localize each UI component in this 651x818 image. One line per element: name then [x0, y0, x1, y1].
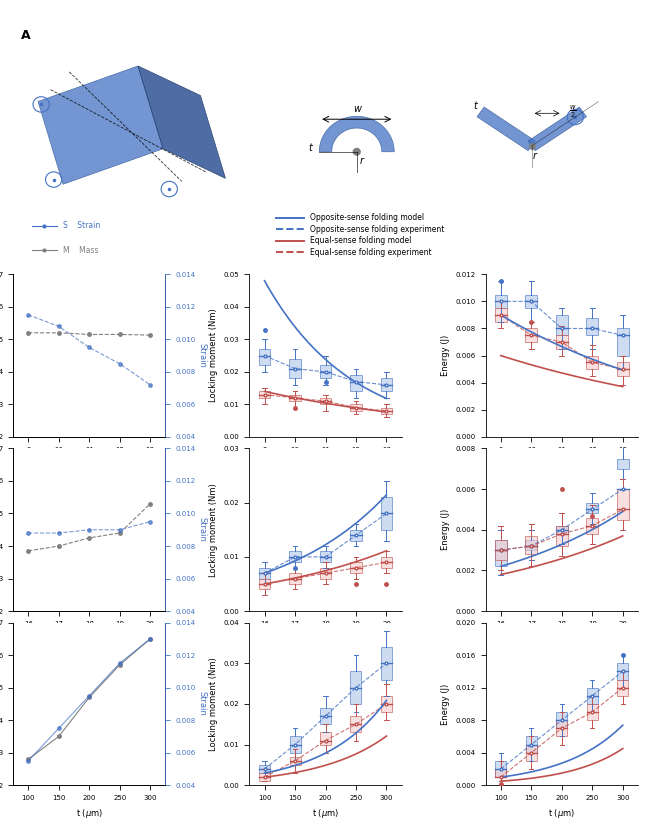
Text: t: t [473, 101, 477, 111]
Polygon shape [319, 116, 395, 152]
Bar [587, 704, 598, 720]
Bar [556, 315, 568, 335]
Text: r: r [360, 155, 364, 165]
Bar [258, 568, 270, 578]
Bar [350, 375, 362, 391]
Bar [495, 769, 506, 777]
Bar [381, 557, 393, 568]
Text: w: w [353, 104, 361, 114]
Bar [350, 530, 362, 541]
Bar [381, 647, 392, 680]
Bar [556, 712, 567, 728]
Bar [350, 404, 362, 411]
Bar [526, 736, 537, 753]
Bar [320, 568, 331, 578]
Bar [289, 359, 301, 379]
X-axis label: t ($\mu$m): t ($\mu$m) [548, 807, 575, 818]
Bar [587, 503, 598, 514]
Bar [617, 459, 628, 469]
Bar [320, 398, 331, 404]
Y-axis label: Energy (J): Energy (J) [441, 683, 450, 725]
X-axis label: w (mm): w (mm) [73, 632, 105, 641]
Bar [259, 773, 270, 781]
Bar [556, 526, 568, 546]
Polygon shape [477, 107, 535, 151]
Bar [617, 489, 628, 519]
Bar [587, 688, 598, 704]
Bar [350, 672, 361, 704]
X-axis label: w (mm): w (mm) [309, 632, 342, 641]
Bar [289, 394, 301, 401]
X-axis label: r (mm): r (mm) [547, 458, 576, 467]
Bar [381, 379, 393, 391]
Y-axis label: Locking moment (Nm): Locking moment (Nm) [209, 657, 218, 751]
Bar [495, 308, 506, 321]
Bar [381, 407, 393, 414]
X-axis label: w (mm): w (mm) [546, 632, 578, 641]
Bar [526, 744, 537, 761]
Text: S    Strain: S Strain [63, 222, 100, 231]
Bar [556, 720, 567, 736]
Bar [525, 329, 537, 342]
Y-axis label: Strain: Strain [197, 344, 206, 368]
Bar [495, 761, 506, 777]
Bar [587, 518, 598, 534]
Polygon shape [38, 66, 163, 184]
Bar [350, 716, 361, 732]
Y-axis label: Locking moment (Nm): Locking moment (Nm) [209, 483, 218, 577]
Bar [320, 708, 331, 724]
Text: t: t [308, 142, 312, 153]
Bar [350, 562, 362, 573]
Bar [617, 362, 628, 376]
Bar [289, 551, 301, 562]
Y-axis label: Locking moment (Nm): Locking moment (Nm) [209, 308, 218, 402]
Bar [587, 356, 598, 369]
Text: Opposite-sense folding experiment: Opposite-sense folding experiment [310, 225, 444, 234]
Y-axis label: Energy (J): Energy (J) [441, 335, 450, 376]
Text: Equal-sense folding experiment: Equal-sense folding experiment [310, 248, 432, 257]
Text: Equal-sense folding model: Equal-sense folding model [310, 236, 411, 245]
Text: A: A [21, 29, 30, 43]
Bar [495, 540, 506, 566]
Bar [381, 497, 393, 530]
X-axis label: r (mm): r (mm) [311, 458, 340, 467]
Text: M    Mass: M Mass [63, 246, 98, 255]
Circle shape [353, 149, 360, 155]
Bar [289, 573, 301, 584]
Text: Opposite-sense folding model: Opposite-sense folding model [310, 213, 424, 222]
Bar [587, 317, 598, 335]
Text: $\frac{w}{2}$: $\frac{w}{2}$ [569, 103, 577, 120]
Polygon shape [528, 107, 587, 151]
Bar [320, 732, 331, 744]
Bar [258, 349, 270, 366]
Bar [556, 526, 568, 534]
Bar [290, 736, 301, 753]
Bar [556, 335, 568, 348]
Bar [617, 680, 628, 696]
Bar [320, 366, 331, 379]
Bar [525, 540, 537, 550]
Bar [381, 696, 392, 712]
Y-axis label: Strain: Strain [197, 691, 206, 717]
Bar [617, 663, 628, 680]
X-axis label: t ($\mu$m): t ($\mu$m) [312, 807, 339, 818]
X-axis label: t ($\mu$m): t ($\mu$m) [76, 807, 103, 818]
Bar [320, 551, 331, 562]
Bar [290, 757, 301, 765]
Y-axis label: Energy (J): Energy (J) [441, 509, 450, 551]
Text: r: r [533, 151, 537, 161]
Bar [617, 329, 628, 356]
Bar [258, 578, 270, 590]
Bar [525, 294, 537, 308]
Bar [258, 391, 270, 398]
Polygon shape [138, 66, 225, 178]
Y-axis label: Strain: Strain [197, 517, 206, 542]
Bar [495, 294, 506, 308]
Bar [495, 540, 506, 560]
X-axis label: r (mm): r (mm) [75, 458, 104, 467]
Bar [259, 765, 270, 773]
Bar [525, 536, 537, 554]
